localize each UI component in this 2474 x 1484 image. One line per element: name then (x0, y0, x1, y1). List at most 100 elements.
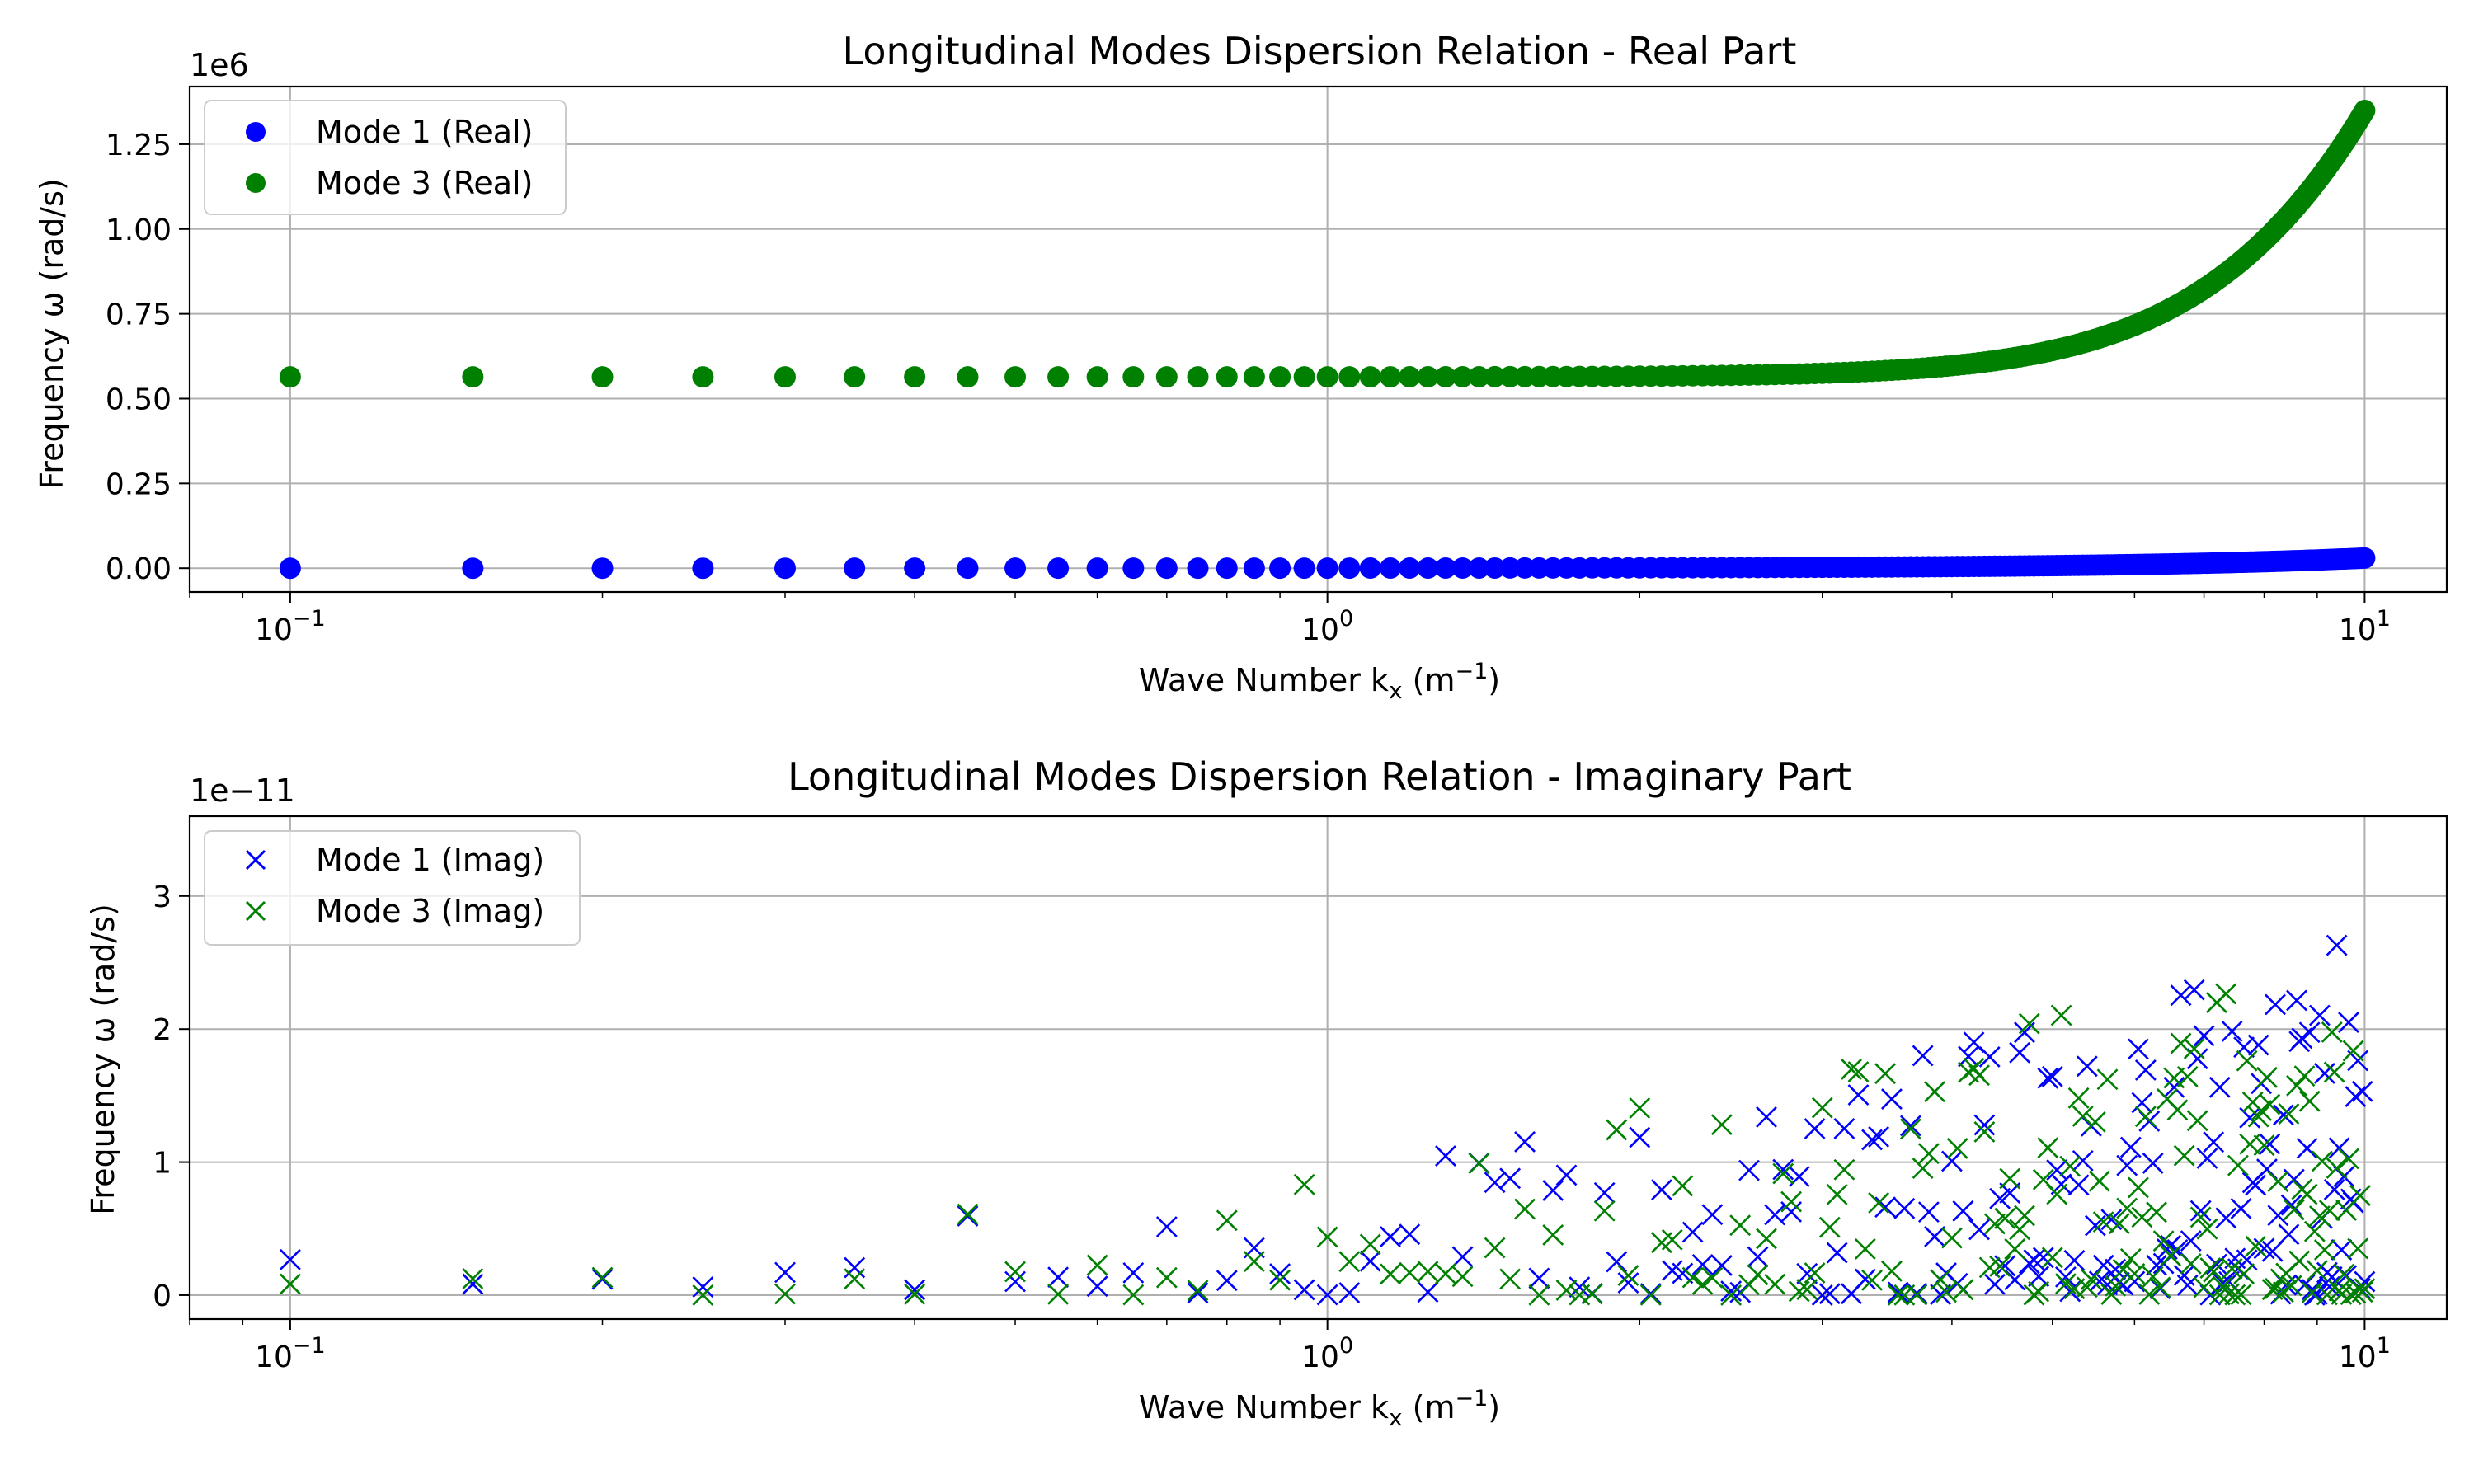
data-point-mode1-imag (1899, 1115, 1921, 1137)
data-point-mode1-imag (1417, 1281, 1439, 1303)
data-point-mode3-imag (2221, 1257, 2243, 1280)
imag-grid (190, 816, 2447, 1319)
y-tick-label: 0 (153, 1280, 172, 1313)
data-point-mode1-imag (1701, 1204, 1724, 1226)
data-point-mode3-imag (2267, 1171, 2289, 1192)
data-point-mode3-imag (1861, 1269, 1883, 1291)
data-point-mode3-imag (1555, 1279, 1578, 1301)
data-point-mode3-imag (2116, 1197, 2138, 1219)
data-point-mode1-imag (2116, 1154, 2138, 1176)
data-point-mode3-imag (1681, 1266, 1704, 1289)
data-point-mode1-imag (2028, 1266, 2050, 1288)
data-point-mode1-imag (2306, 1283, 2328, 1305)
data-point-mode3-imag (2233, 1263, 2255, 1285)
data-point-mode3-imag (2208, 1284, 2231, 1306)
data-point-mode3-real (1122, 366, 1145, 388)
data-point-mode3-imag (2203, 1261, 2225, 1283)
data-point-mode1-imag (279, 1248, 301, 1270)
data-point-mode1-imag (2067, 1174, 2090, 1196)
data-point-mode1-imag (1881, 1088, 1903, 1110)
data-point-mode1-imag (1593, 1181, 1616, 1204)
data-point-mode1-imag (2338, 1012, 2359, 1033)
data-point-mode3-imag (2186, 1110, 2208, 1132)
data-point-mode1-real (1155, 557, 1178, 580)
real-part-chart: Longitudinal Modes Dispersion Relation -… (34, 29, 2448, 704)
data-point-mode3-imag (1047, 1283, 1070, 1305)
legend-label-mode3-real: Mode 3 (Real) (316, 165, 533, 201)
data-point-mode1-real (1484, 556, 1506, 579)
data-point-mode3-imag (2170, 1032, 2192, 1054)
data-point-mode1-imag (1940, 1150, 1963, 1172)
data-point-mode3-imag (2018, 1012, 2040, 1035)
data-point-mode3-imag (1269, 1269, 1291, 1291)
data-point-mode3-imag (1729, 1214, 1752, 1237)
data-point-mode1-imag (1004, 1270, 1026, 1293)
data-point-mode3-real (1379, 366, 1401, 388)
data-point-mode3-imag (2004, 1238, 2026, 1260)
data-point-mode1-imag (1528, 1267, 1550, 1289)
data-point-mode1-real (1379, 557, 1401, 580)
data-point-mode3-imag (1639, 1284, 1662, 1306)
data-point-mode3-imag (2333, 1263, 2355, 1285)
data-point-mode1-imag (2127, 1038, 2149, 1060)
data-point-mode1-imag (1847, 1084, 1870, 1106)
data-point-mode3-imag (1989, 1255, 2011, 1277)
data-point-mode3-real (1293, 366, 1315, 388)
imag-y-offset-text: 1e−11 (190, 773, 295, 809)
x-tick-label: 10−1 (255, 1333, 326, 1374)
data-point-mode1-imag (1874, 1196, 1897, 1219)
data-point-mode3-real (1484, 365, 1506, 387)
data-point-mode3-imag (1338, 1251, 1361, 1273)
data-point-mode1-imag (2134, 1059, 2157, 1081)
data-point-mode3-imag (2286, 1074, 2307, 1097)
data-point-mode3-imag (462, 1268, 484, 1289)
data-point-mode1-imag (1451, 1246, 1474, 1268)
data-point-mode1-imag (1617, 1272, 1639, 1294)
data-point-mode3-imag (1788, 1280, 1810, 1303)
data-point-mode1-imag (591, 1268, 614, 1290)
data-point-mode3-imag (2072, 1106, 2094, 1127)
data-point-mode1-imag (2189, 1200, 2212, 1222)
data-point-mode1-imag (2009, 1041, 2031, 1064)
data-point-mode1-real (1293, 557, 1315, 580)
data-point-mode3-imag (2046, 1183, 2068, 1205)
data-point-mode1-imag (1887, 1281, 1909, 1303)
data-point-mode1-real (1004, 557, 1027, 580)
data-point-mode1-real (1187, 557, 1209, 580)
data-point-mode3-imag (2142, 1266, 2164, 1288)
data-point-mode3-imag (1629, 1097, 1651, 1119)
data-point-mode3-imag (2278, 1103, 2300, 1125)
data-point-mode3-imag (1833, 1158, 1856, 1181)
data-point-mode3-imag (1359, 1233, 1381, 1256)
x-tick-label: 10−1 (255, 606, 326, 647)
data-point-mode1-imag (2092, 1254, 2114, 1276)
data-point-mode3-imag (2050, 1004, 2072, 1026)
real-y-ticks: 0.00 0.25 0.50 0.75 1.00 1.25 (106, 129, 190, 586)
data-point-mode1-imag (1316, 1284, 1338, 1306)
data-point-mode3-imag (1868, 1192, 1890, 1214)
data-point-mode1-imag (1826, 1242, 1848, 1264)
data-point-mode3-imag (2180, 1252, 2202, 1275)
imag-x-axis-label: Wave Number kx (m−1) (1139, 1386, 1500, 1431)
y-tick-label: 2 (153, 1013, 172, 1047)
data-point-mode1-imag (1435, 1145, 1456, 1167)
data-point-mode1-imag (1606, 1251, 1628, 1273)
data-point-mode1-imag (1968, 1219, 1990, 1241)
data-point-mode3-imag (2245, 1235, 2267, 1257)
data-point-mode1-imag (2037, 1067, 2059, 1089)
data-point-mode1-imag (2280, 1194, 2302, 1216)
data-point-mode3-real (1086, 366, 1108, 388)
data-point-mode3-imag (1243, 1251, 1265, 1273)
data-point-mode3-real (1338, 366, 1361, 388)
y-tick-label: 1 (153, 1147, 172, 1181)
y-tick-label: 1.25 (106, 129, 172, 162)
x-tick-label: 100 (1301, 606, 1353, 647)
data-point-mode3-imag (2080, 1268, 2102, 1290)
data-point-mode3-imag (1968, 1064, 1990, 1087)
data-point-mode3-real (462, 366, 484, 388)
legend-label-mode3-imag: Mode 3 (Imag) (316, 893, 544, 929)
data-point-mode3-imag (1946, 1137, 1968, 1159)
data-point-mode3-imag (1672, 1175, 1694, 1197)
data-point-mode3-imag (1756, 1228, 1777, 1250)
